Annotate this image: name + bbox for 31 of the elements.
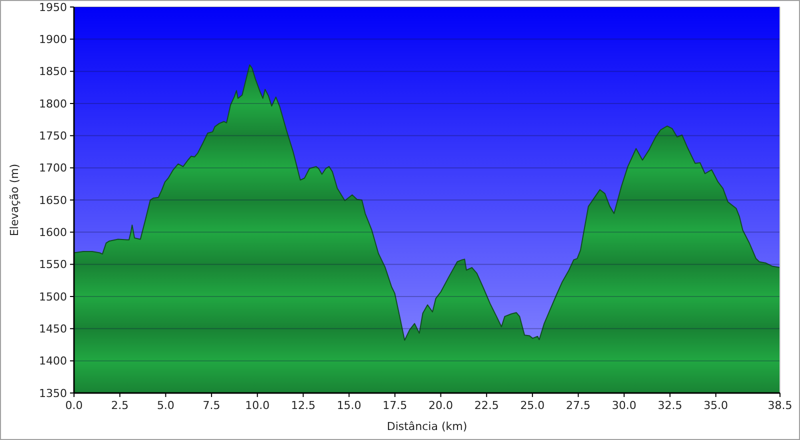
x-axis-title: Distância (km) — [386, 420, 468, 433]
y-tick-label: 1400 — [39, 354, 67, 368]
y-axis-title: Elevação (m) — [8, 164, 21, 236]
x-tick-label: 17.5 — [382, 399, 408, 412]
x-tick-label: 32.5 — [658, 399, 682, 412]
y-tick-label: 1600 — [39, 226, 67, 240]
y-tick-label: 1750 — [39, 130, 67, 143]
y-tick-label: 1550 — [39, 258, 67, 272]
y-tick-label: 1500 — [39, 290, 67, 304]
x-tick-label: 15.0 — [336, 399, 362, 412]
y-tick-label: 1800 — [39, 97, 67, 110]
x-tick-label: 22.5 — [474, 399, 499, 412]
x-tick-label: 25.0 — [520, 399, 545, 412]
y-tick-label: 1450 — [39, 322, 67, 336]
y-tick-label: 1650 — [39, 194, 67, 207]
x-tick-label: 12.5 — [290, 399, 316, 412]
y-tick-label: 1850 — [39, 65, 67, 78]
y-tick-label: 1950 — [39, 0, 67, 14]
x-tick-label: 0.0 — [65, 399, 83, 412]
x-tick-label: 30.0 — [612, 399, 636, 412]
x-tick-label: 38.5 — [768, 399, 792, 412]
y-tick-label: 1900 — [39, 33, 67, 46]
x-tick-label: 2.5 — [111, 399, 129, 412]
x-tick-label: 20.0 — [428, 399, 454, 412]
x-tick-label: 35.0 — [704, 399, 728, 412]
y-tick-label: 1700 — [39, 162, 67, 175]
x-tick-label: 27.5 — [566, 399, 591, 412]
x-tick-label: 5.0 — [156, 399, 174, 412]
x-tick-label: 10.0 — [245, 399, 270, 412]
x-tick-label: 7.5 — [202, 399, 220, 412]
y-tick-label: 1350 — [39, 386, 67, 400]
